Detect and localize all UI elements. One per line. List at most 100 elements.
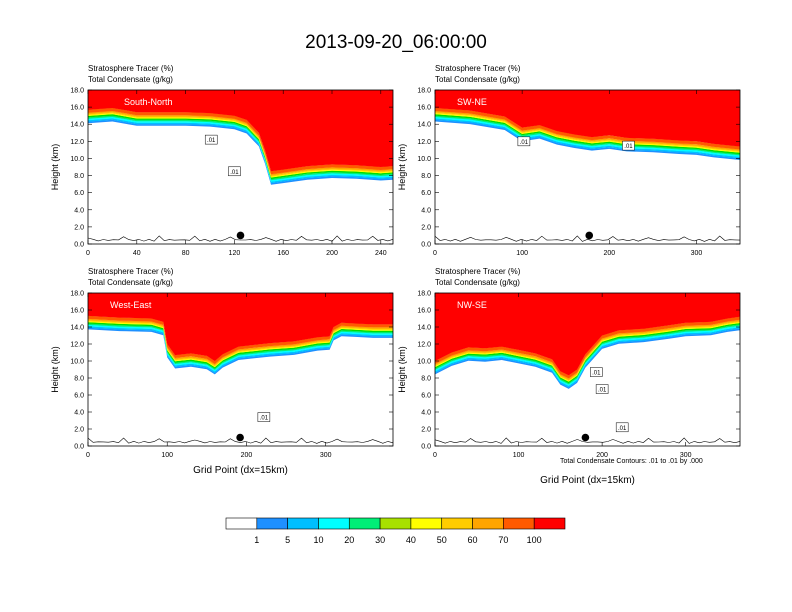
stratosphere-region	[88, 293, 393, 361]
colorbar-box	[348, 517, 381, 530]
colorbar-box	[256, 517, 288, 530]
contour-label-box	[204, 134, 218, 145]
plot-frame	[434, 89, 741, 245]
panel-line1: Stratosphere Tracer (%)	[435, 267, 521, 276]
x-axis-label: Grid Point (dx=15km)	[193, 465, 288, 476]
y-tick-label: 6.0	[421, 393, 431, 400]
contour-label-box	[517, 136, 531, 147]
x-tick-label: 200	[596, 452, 608, 459]
y-axis-label: Height (km)	[397, 144, 407, 191]
y-tick-label: 14.0	[417, 325, 431, 332]
y-tick-label: 8.0	[74, 376, 84, 383]
tracer-field	[435, 90, 740, 244]
y-tick-label: 10.0	[417, 156, 431, 163]
colorbar-box	[441, 517, 473, 530]
panel-line2: Total Condensate (g/kg)	[88, 278, 173, 287]
y-tick-label: 18.0	[417, 291, 431, 298]
colorbar-label: 60	[468, 535, 478, 545]
x-tick-label: 100	[516, 250, 528, 257]
panel-line2: Total Condensate (g/kg)	[435, 75, 520, 84]
contour-label-box	[257, 412, 271, 422]
y-tick-label: 16.0	[417, 105, 431, 112]
colorbar-box	[472, 517, 504, 530]
y-tick-label: 2.0	[74, 427, 84, 434]
x-tick-label: 100	[161, 452, 173, 459]
colorbar-label: 20	[344, 535, 354, 545]
x-tick-label: 200	[241, 452, 253, 459]
contour-label: .01	[592, 371, 601, 377]
plot-frame	[434, 292, 741, 447]
y-tick-label: 12.0	[70, 139, 84, 146]
terrain-contour	[88, 437, 393, 444]
panel-west-east: .01 0.0 2.0 4.0 6.0 8.0 10.0 12.0 14.0 16.0 18.0 0 1…	[50, 267, 394, 476]
contour-label-box	[615, 422, 629, 433]
panel-name: South-North	[124, 97, 173, 107]
colorbar-box	[225, 517, 258, 530]
y-tick-label: 12.0	[70, 342, 84, 349]
x-tick-label: 100	[513, 452, 525, 459]
colorbar-box	[410, 517, 443, 530]
contour-label-box	[622, 140, 635, 151]
colorbar-label: 100	[527, 535, 542, 545]
contour-label: .01	[618, 426, 627, 432]
y-tick-label: 14.0	[70, 325, 84, 332]
location-marker	[236, 231, 245, 240]
y-tick-label: 4.0	[421, 410, 431, 417]
figure-title: 2013-09-20_06:00:00	[305, 32, 487, 53]
panel-south-north: .01 .01 0.0 2.0 4.0 6.0 8.0 10.0 12.0 14.0 16.0 18.…	[50, 64, 394, 257]
x-tick-label: 200	[326, 250, 338, 257]
location-marker	[581, 433, 590, 442]
colorbar-box	[318, 517, 350, 530]
panel-nw-se: .01 .01 .01 0.0 2.0 4.0 6.0 8.0 10.0 12.0 14.0 16.0…	[397, 267, 741, 486]
x-tick-label: 0	[433, 452, 437, 459]
location-marker	[585, 231, 594, 240]
y-tick-label: 16.0	[417, 308, 431, 315]
y-tick-label: 8.0	[74, 173, 84, 180]
x-tick-label: 40	[133, 250, 141, 257]
stratosphere-region	[435, 293, 740, 376]
contour-label: .01	[598, 388, 607, 394]
location-marker	[236, 433, 244, 442]
panel-name: NW-SE	[457, 300, 487, 310]
y-tick-label: 2.0	[421, 224, 431, 231]
stratosphere-region	[435, 90, 740, 147]
x-tick-label: 300	[680, 452, 692, 459]
colorbar-box	[287, 517, 319, 530]
colorbar-box	[503, 517, 535, 530]
x-tick-label: 200	[603, 250, 615, 257]
panel-name: West-East	[110, 300, 152, 310]
y-tick-label: 8.0	[421, 376, 431, 383]
tracer-field	[435, 293, 740, 446]
x-axis-label: Grid Point (dx=15km)	[540, 475, 635, 486]
colorbar-label: 1	[254, 535, 259, 545]
y-tick-label: 0.0	[421, 242, 431, 249]
colorbar-label: 40	[406, 535, 416, 545]
colorbar-label: 30	[375, 535, 385, 545]
terrain-contour	[435, 437, 740, 444]
colorbar-label: 5	[285, 535, 290, 545]
x-tick-label: 240	[375, 250, 387, 257]
x-tick-label: 0	[86, 250, 90, 257]
y-tick-label: 10.0	[417, 359, 431, 366]
y-tick-label: 0.0	[421, 444, 431, 451]
y-tick-label: 4.0	[74, 410, 84, 417]
y-axis-label: Height (km)	[50, 144, 60, 191]
terrain-contour	[88, 235, 393, 242]
x-tick-label: 160	[277, 250, 289, 257]
contour-label-box	[595, 384, 609, 394]
y-tick-label: 8.0	[421, 173, 431, 180]
panel-line2: Total Condensate (g/kg)	[88, 75, 173, 84]
plot-frame	[87, 89, 394, 245]
y-tick-label: 14.0	[70, 122, 84, 129]
y-tick-label: 10.0	[70, 156, 84, 163]
x-tick-label: 300	[320, 452, 332, 459]
contour-label-box	[228, 166, 241, 177]
tracer-field	[88, 293, 393, 446]
y-tick-label: 18.0	[70, 291, 84, 298]
panel-name: SW-NE	[457, 97, 487, 107]
y-tick-label: 2.0	[421, 427, 431, 434]
y-tick-label: 6.0	[74, 393, 84, 400]
colorbar-label: 70	[498, 535, 508, 545]
contour-footnote: Total Condensate Contours: .01 to .01 by…	[560, 458, 703, 465]
x-tick-label: 0	[86, 452, 90, 459]
